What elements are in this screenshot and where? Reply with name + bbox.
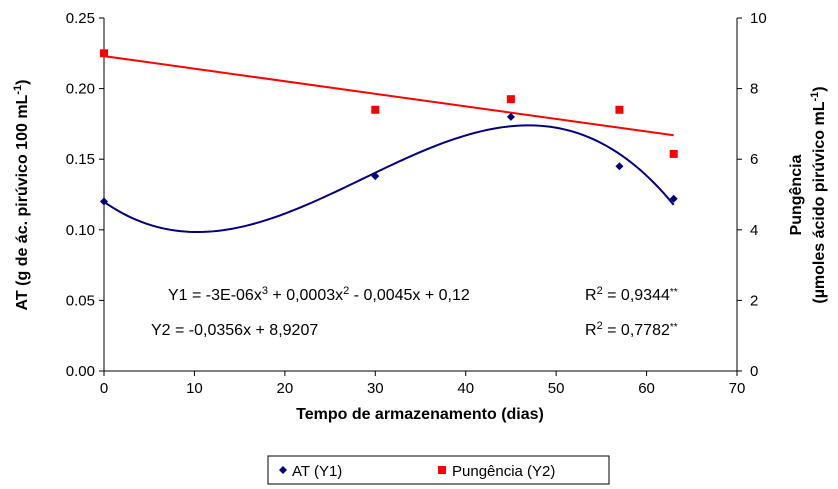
legend-diamond-icon bbox=[279, 466, 287, 474]
x-tick-label: 30 bbox=[367, 380, 384, 397]
r-squared-y1: R2 = 0,9344** bbox=[585, 285, 678, 304]
axes bbox=[103, 18, 738, 372]
left-y-tick-label: 0.00 bbox=[66, 363, 95, 380]
right-y-tick-label: 6 bbox=[750, 151, 758, 168]
right-y-axis-title-line2: (µmoles ácido pirúvico mL-1) bbox=[809, 86, 828, 303]
x-tick-label: 50 bbox=[548, 380, 565, 397]
x-tick-label: 60 bbox=[638, 380, 655, 397]
pungencia-point bbox=[615, 105, 624, 114]
at-point bbox=[669, 194, 678, 203]
pungencia-point bbox=[371, 105, 380, 114]
legend-label-pungencia: Pungência (Y2) bbox=[452, 463, 555, 480]
right-y-tick-label: 2 bbox=[750, 292, 758, 309]
x-tick-label: 0 bbox=[100, 380, 108, 397]
pungencia-point bbox=[506, 95, 515, 104]
x-axis-title: Tempo de armazenamento (dias) bbox=[296, 406, 544, 423]
right-y-ticks: 0 2 4 6 8 10 bbox=[737, 10, 767, 380]
equation-y2: Y2 = -0,0356x + 8,9207 bbox=[151, 322, 318, 339]
x-tick-label: 10 bbox=[186, 380, 203, 397]
right-y-tick-label: 10 bbox=[750, 10, 767, 27]
right-y-tick-label: 8 bbox=[750, 81, 758, 98]
legend: AT (Y1) Pungência (Y2) bbox=[267, 455, 610, 485]
at-point bbox=[100, 197, 108, 206]
at-point bbox=[371, 172, 380, 181]
left-y-tick-label: 0.15 bbox=[66, 151, 95, 168]
equation-y1: Y1 = -3E-06x3 + 0,0003x2 - 0,0045x + 0,1… bbox=[168, 285, 470, 304]
at-point bbox=[506, 112, 515, 121]
r-squared-y2: R2 = 0,7782** bbox=[585, 320, 678, 339]
x-tick-label: 70 bbox=[729, 380, 746, 397]
right-y-axis-title-line1: Pungência bbox=[788, 154, 805, 235]
right-y-tick-label: 0 bbox=[750, 363, 758, 380]
right-y-tick-label: 4 bbox=[750, 222, 758, 239]
pungencia-point bbox=[669, 149, 678, 158]
left-y-tick-label: 0.05 bbox=[66, 292, 95, 309]
legend-label-at: AT (Y1) bbox=[292, 463, 342, 480]
trend-lines bbox=[103, 55, 675, 234]
left-y-tick-label: 0.10 bbox=[66, 222, 95, 239]
left-y-axis-title: AT (g de ác. pirúvico 100 mL-1) bbox=[12, 80, 31, 311]
left-y-tick-label: 0.20 bbox=[66, 81, 95, 98]
pungencia-trend-line bbox=[103, 55, 674, 137]
legend-square-icon bbox=[438, 466, 446, 474]
at-trend-curve bbox=[103, 124, 675, 234]
left-y-ticks: 0.00 0.05 0.10 0.15 0.20 0.25 bbox=[66, 10, 104, 380]
x-tick-label: 20 bbox=[277, 380, 294, 397]
left-y-tick-label: 0.25 bbox=[66, 10, 95, 27]
at-point bbox=[615, 162, 624, 171]
pungencia-point bbox=[100, 49, 108, 58]
x-tick-label: 40 bbox=[457, 380, 474, 397]
x-ticks: 0 10 20 30 40 50 60 70 bbox=[100, 371, 746, 397]
data-points bbox=[100, 49, 678, 206]
